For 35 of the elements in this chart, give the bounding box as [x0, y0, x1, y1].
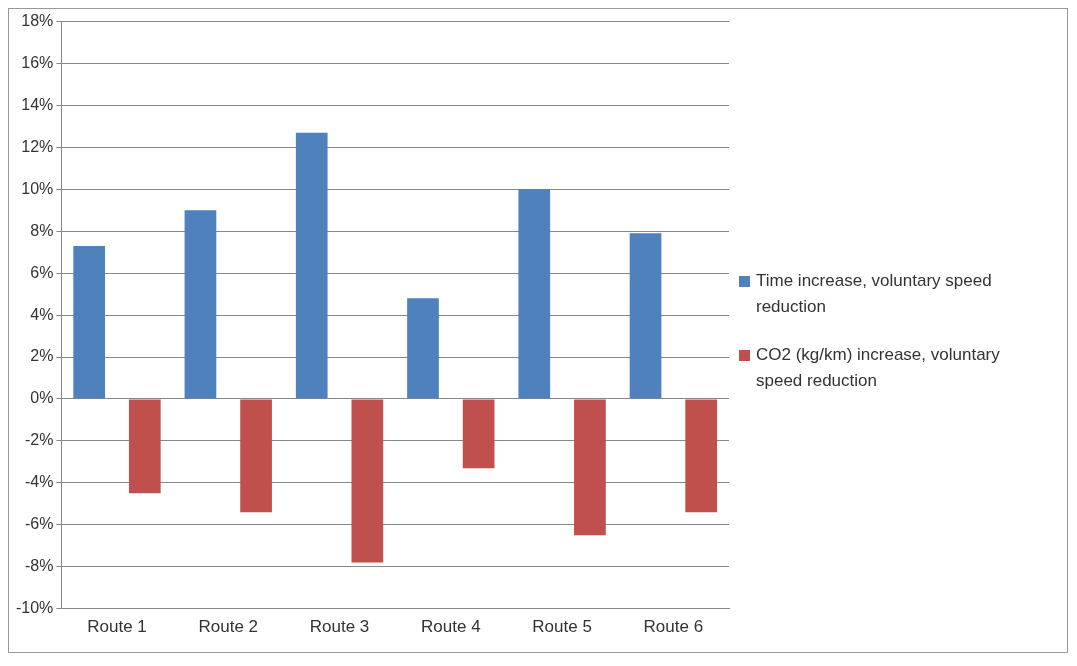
x-tick-label: Route 5 [532, 617, 592, 637]
bar [574, 399, 606, 536]
y-tick-label: -2% [24, 431, 54, 449]
y-tick-label: 2% [30, 347, 54, 365]
y-tick-label: 0% [30, 389, 54, 407]
bar [128, 399, 161, 494]
bar [73, 245, 106, 399]
y-tick-label: 18% [21, 12, 54, 30]
bar [295, 132, 328, 399]
bar [184, 210, 217, 399]
bar [685, 399, 718, 513]
y-tick-label: -10% [15, 599, 54, 617]
y-tick-label: -6% [24, 515, 54, 533]
bar [407, 298, 439, 399]
y-tick-label: 10% [21, 179, 54, 197]
y-tick-label: 6% [30, 263, 54, 281]
x-tick-label: Route 4 [421, 617, 481, 637]
y-tick-label: -8% [24, 557, 54, 575]
bar [462, 399, 495, 469]
bar [351, 399, 384, 563]
legend-label: CO2 (kg/km) increase, voluntary speed reduction [756, 343, 1001, 392]
x-tick-label: Route 1 [87, 617, 147, 637]
bar [629, 233, 662, 399]
x-tick-label: Route 6 [643, 617, 704, 637]
x-tick-label: Route 3 [309, 617, 370, 637]
bar [240, 399, 272, 513]
legend-label: Time increase, voluntary speed reduction [756, 269, 993, 318]
x-tick-label: Route 2 [198, 617, 259, 637]
y-tick-label: 8% [30, 221, 54, 239]
y-tick-label: 4% [30, 305, 54, 323]
y-tick-label: 12% [21, 137, 54, 155]
y-tick-label: 14% [21, 95, 54, 113]
y-tick-label: -4% [24, 473, 54, 491]
y-tick-label: 16% [21, 53, 54, 71]
bar [518, 189, 551, 399]
